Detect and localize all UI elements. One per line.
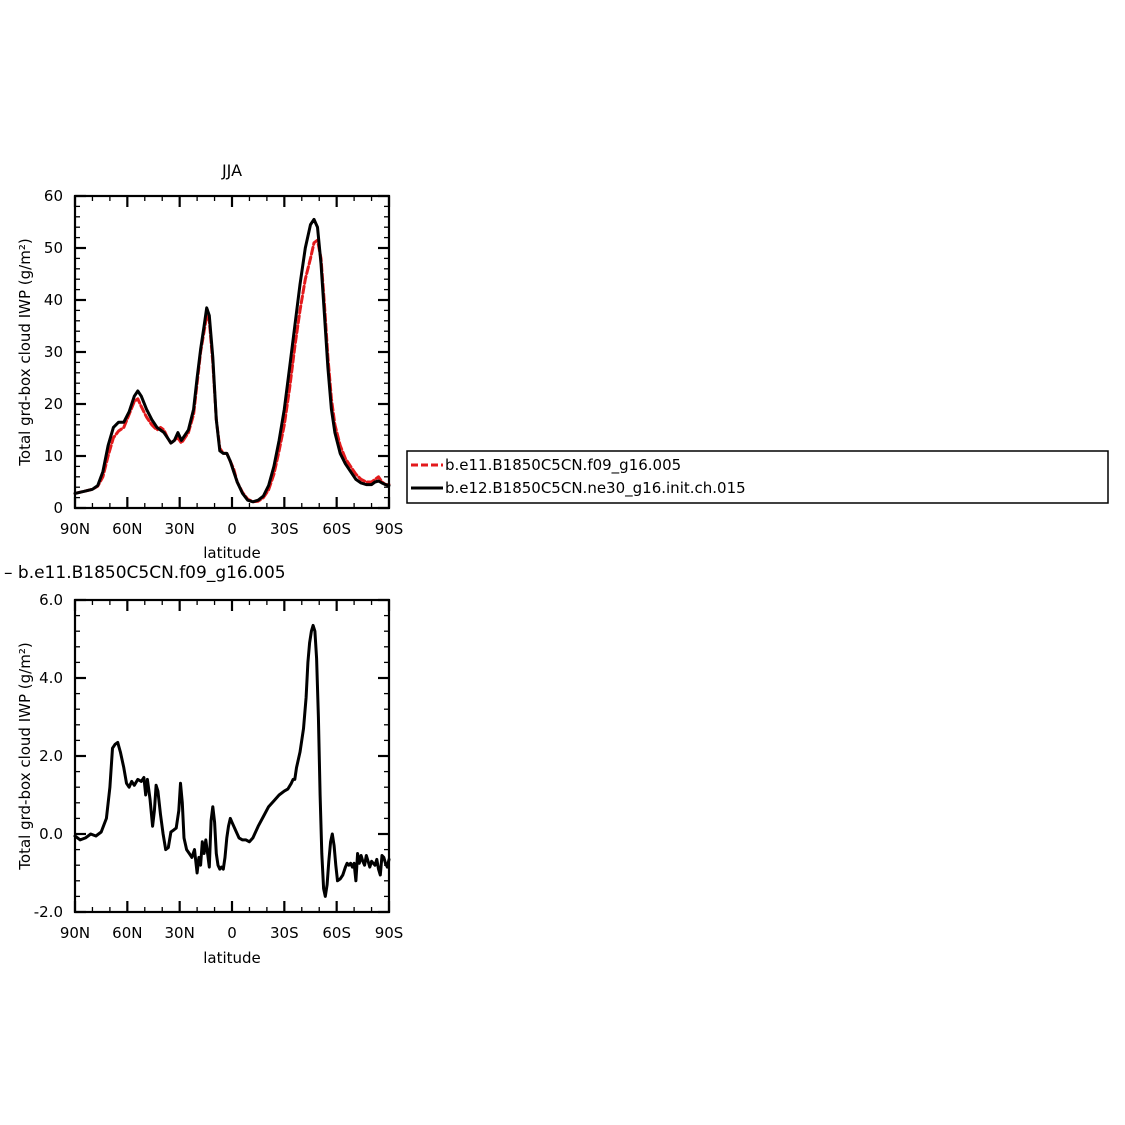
x-tick-label: 60S bbox=[322, 924, 351, 942]
x-tick-label: 0 bbox=[227, 924, 237, 942]
y-axis-label: Total grd-box cloud IWP (g/m²) bbox=[16, 238, 34, 466]
x-tick-label: 90S bbox=[375, 520, 404, 538]
x-tick-label: 90N bbox=[60, 924, 90, 942]
plot-frame bbox=[73, 194, 391, 510]
y-tick-label: 40 bbox=[44, 291, 63, 309]
chart-title: JJA bbox=[221, 161, 242, 180]
y-tick-label: 20 bbox=[44, 395, 63, 413]
y-tick-label: 0.0 bbox=[39, 825, 63, 843]
x-tick-label: 30S bbox=[270, 520, 299, 538]
x-axis-label: latitude bbox=[203, 544, 261, 562]
y-tick-label: 30 bbox=[44, 343, 63, 361]
y-tick-label: 4.0 bbox=[39, 669, 63, 687]
x-tick-label: 60N bbox=[112, 520, 142, 538]
x-tick-label: 0 bbox=[227, 520, 237, 538]
y-tick-label: 50 bbox=[44, 239, 63, 257]
y-tick-label: 10 bbox=[44, 447, 63, 465]
legend-box bbox=[406, 450, 1109, 504]
y-tick-label: 0 bbox=[53, 499, 63, 517]
y-tick-label: 6.0 bbox=[39, 591, 63, 609]
x-tick-label: 30S bbox=[270, 924, 299, 942]
y-tick-label: 60 bbox=[44, 187, 63, 205]
x-axis-label: latitude bbox=[203, 949, 261, 967]
x-tick-label: 60S bbox=[322, 520, 351, 538]
y-tick-label: 2.0 bbox=[39, 747, 63, 765]
y-axis-label: Total grd-box cloud IWP (g/m²) bbox=[16, 642, 34, 870]
difference-chart-title: – b.e11.B1850C5CN.f09_g16.005 bbox=[4, 563, 286, 583]
x-tick-label: 30N bbox=[165, 924, 195, 942]
legend-label-2: b.e12.B1850C5CN.ne30_g16.init.ch.015 bbox=[445, 479, 746, 498]
x-tick-label: 90N bbox=[60, 520, 90, 538]
series-line-2 bbox=[73, 217, 391, 504]
x-tick-label: 60N bbox=[112, 924, 142, 942]
series-line-1-difference bbox=[73, 623, 391, 898]
x-tick-label: 30N bbox=[165, 520, 195, 538]
x-tick-label: 90S bbox=[375, 924, 404, 942]
legend-label-1: b.e11.B1850C5CN.f09_g16.005 bbox=[445, 456, 681, 475]
plot-frame bbox=[73, 598, 391, 914]
y-tick-label: -2.0 bbox=[34, 903, 63, 921]
